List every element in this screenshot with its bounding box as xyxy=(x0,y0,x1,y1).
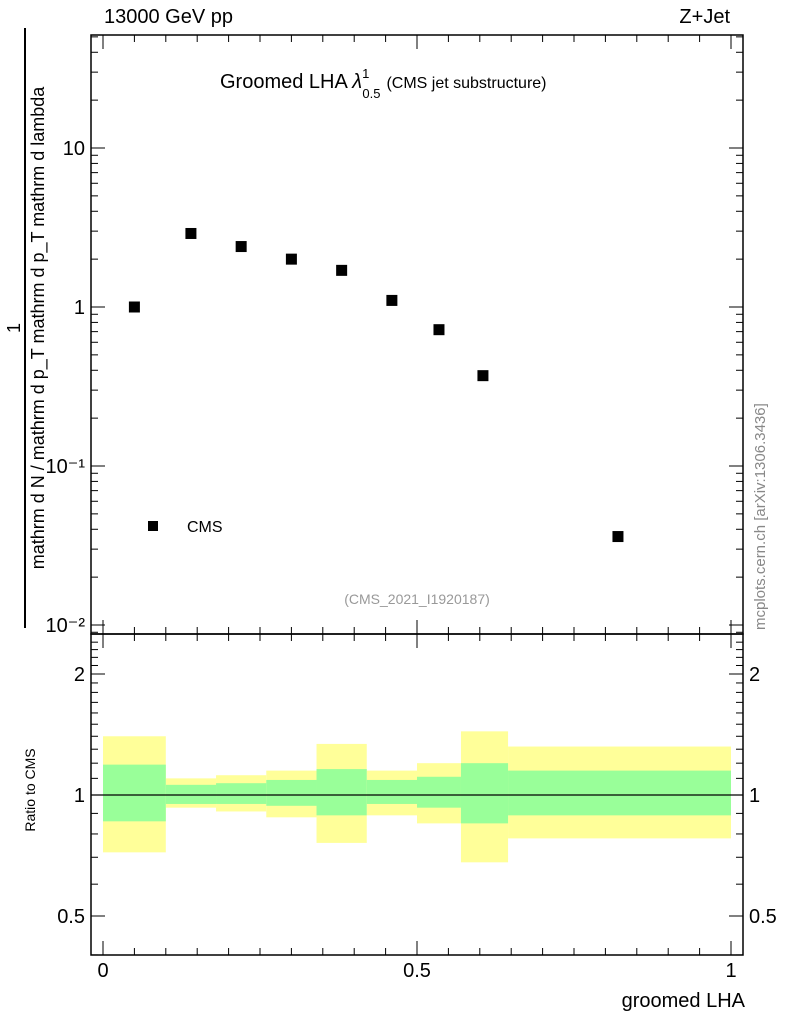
main-frame xyxy=(90,34,744,635)
data-point xyxy=(386,294,398,306)
ratio-xtick-label: 0.5 xyxy=(403,960,431,982)
main-ytick-label: 10⁻¹ xyxy=(46,456,86,478)
ratio-inner-band xyxy=(417,776,461,808)
ratio-ytick-label-right: 1 xyxy=(749,785,760,807)
lambda-subscript: 0.5 xyxy=(362,86,380,101)
ratio-inner-band xyxy=(460,763,509,824)
main-ylabel-denominator: mathrm d N / mathrm d p_T mathrm d p_T m… xyxy=(24,28,48,628)
data-point xyxy=(185,227,197,239)
data-point xyxy=(128,301,140,313)
ratio-inner-band xyxy=(508,770,731,816)
ratio-xtick-label: 1 xyxy=(725,960,736,982)
header-process: Z+Jet xyxy=(679,6,730,28)
main-ytick-label: 10⁻² xyxy=(46,615,86,637)
data-point xyxy=(336,264,348,276)
main-ylabel: 1 mathrm d N / mathrm d p_T mathrm d p_T… xyxy=(4,28,48,628)
data-point xyxy=(235,241,247,253)
data-point xyxy=(477,370,489,382)
xaxis-label: groomed LHA xyxy=(622,990,746,1012)
ratio-inner-band xyxy=(165,784,217,804)
main-ytick-label: 1 xyxy=(74,297,85,319)
ratio-ytick-label-right: 0.5 xyxy=(749,906,777,928)
ratio-inner-band xyxy=(266,779,317,806)
lambda-superscript: 1 xyxy=(362,66,369,81)
chart-title: Groomed LHA λ1 0.5 (CMS jet substructure) xyxy=(220,66,547,101)
data-point xyxy=(433,324,445,336)
ratio-ylabel: Ratio to CMS xyxy=(22,748,38,832)
ratio-plot: 0.5 0.5 1 1 2 2 0 0.5 1 groomed LHA xyxy=(57,633,777,1012)
analysis-tag: (CMS_2021_I1920187) xyxy=(344,591,490,607)
data-point xyxy=(285,253,297,265)
ratio-ytick-label-left: 0.5 xyxy=(57,906,85,928)
ratio-ytick-label-left: 1 xyxy=(74,785,85,807)
main-ytick-label: 10 xyxy=(63,138,85,160)
ratio-ytick-label-left: 2 xyxy=(74,664,85,686)
watermark: mcplots.cern.ch [arXiv:1306.3436] xyxy=(752,403,769,630)
legend-label: CMS xyxy=(187,519,223,536)
ratio-inner-band xyxy=(366,779,417,804)
ratio-ytick-label-right: 2 xyxy=(749,664,760,686)
main-ylabel-numerator: 1 xyxy=(4,323,24,334)
chart-title-suffix: (CMS jet substructure) xyxy=(386,75,546,92)
chart-title-text: Groomed LHA xyxy=(220,71,352,93)
header-energy: 13000 GeV pp xyxy=(104,6,233,28)
legend-marker xyxy=(148,521,158,531)
ratio-inner-band xyxy=(103,764,166,822)
ratio-inner-band xyxy=(216,783,267,804)
ratio-xtick-label: 0 xyxy=(97,960,108,982)
data-point xyxy=(612,531,624,543)
ratio-inner-band xyxy=(316,769,367,816)
lambda-symbol: λ xyxy=(351,71,362,93)
